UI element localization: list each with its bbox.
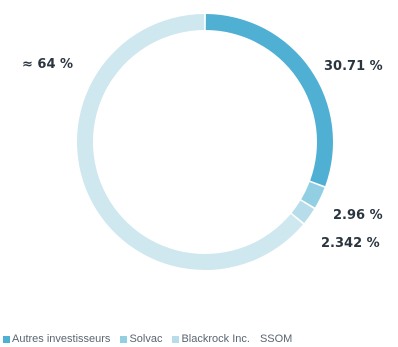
legend-item-blackrock: Blackrock Inc. bbox=[172, 333, 250, 345]
legend-item-solvac: Solvac bbox=[120, 333, 162, 345]
legend-label: SSOM bbox=[259, 333, 293, 345]
donut-slice-autres-investisseurs bbox=[205, 14, 333, 187]
legend-swatch bbox=[120, 335, 128, 343]
label-blackrock: 2.342 % bbox=[321, 236, 380, 251]
legend-item-ssom: SSOM bbox=[260, 333, 292, 345]
legend-swatch bbox=[172, 335, 180, 343]
donut-slice-solvac bbox=[301, 182, 325, 208]
legend-swatch bbox=[3, 335, 10, 343]
label-ssom: ≈ 64 % bbox=[22, 57, 74, 72]
legend-item-autres-investisseurs: Autres investisseurs bbox=[3, 333, 110, 345]
legend-label: Blackrock Inc. bbox=[181, 333, 250, 345]
label-autres-investisseurs: 30.71 % bbox=[324, 59, 383, 74]
donut-slice-blackrock-inc bbox=[291, 200, 315, 223]
chart-legend: Autres investisseurs Solvac Blackrock In… bbox=[3, 332, 398, 346]
donut-slice-ssom bbox=[77, 14, 304, 271]
label-solvac: 2.96 % bbox=[333, 208, 383, 223]
legend-label: Solvac bbox=[129, 333, 163, 345]
legend-label: Autres investisseurs bbox=[12, 333, 111, 345]
